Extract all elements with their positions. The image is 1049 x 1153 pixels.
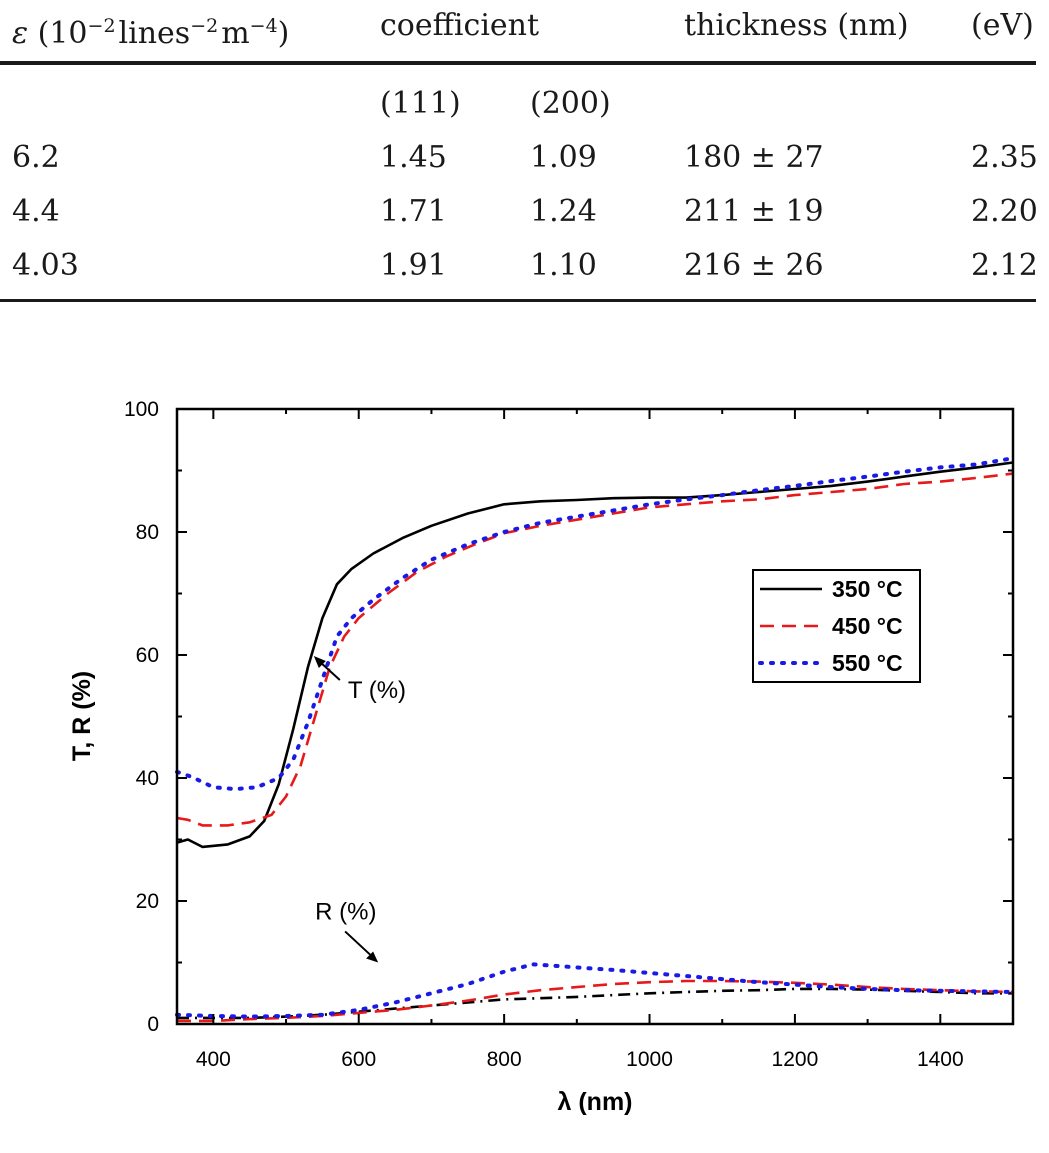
table-cell: 6.2 <box>12 140 60 175</box>
series-line-t-1 <box>176 472 1014 827</box>
annotation-arrow-line <box>344 930 374 959</box>
series-line-t-0 <box>176 461 1014 849</box>
annotation-reflectance: R (%) <box>315 898 376 925</box>
table-cell: 1.09 <box>530 140 597 175</box>
annotations: T (%) R (%) <box>313 656 406 963</box>
table-top-rule <box>0 61 1036 65</box>
annotation-arrowhead <box>313 656 326 669</box>
y-tick-label: 100 <box>124 398 159 421</box>
series-line-r-1 <box>177 979 1014 1023</box>
y-tick-label: 40 <box>136 767 159 790</box>
table-cell: 216 ± 26 <box>684 248 824 283</box>
x-tick-label: 600 <box>341 1048 376 1071</box>
x-tick-label: 1000 <box>626 1048 673 1071</box>
y-axis-title: T, R (%) <box>68 671 96 761</box>
x-tick-label: 400 <box>196 1048 231 1071</box>
plot-frame <box>175 407 1015 1026</box>
subheader-111: (111) <box>380 86 461 121</box>
header-thickness: thickness (nm) <box>684 8 909 43</box>
table-cell: 1.91 <box>380 248 447 283</box>
series-layer <box>175 456 1015 1023</box>
annotation-arrowhead <box>366 951 379 963</box>
table-cell: 1.24 <box>530 194 597 229</box>
series-line-r-2 <box>175 962 1015 1019</box>
table-cell: 2.35 <box>971 140 1038 175</box>
table-cell: 2.12 <box>971 248 1038 283</box>
legend-label: 450 °C <box>832 613 903 639</box>
legend-label: 350 °C <box>832 576 903 602</box>
legend-label: 550 °C <box>832 650 903 676</box>
header-bandgap-unit: (eV) <box>971 8 1034 43</box>
y-tick-label: 20 <box>136 890 159 913</box>
annotation-transmittance: T (%) <box>348 677 406 704</box>
series-line-t-2 <box>175 456 1015 792</box>
table-cell: 4.03 <box>12 248 79 283</box>
table-cell: 1.71 <box>380 194 447 229</box>
x-axis: 400 600 800 1000 1200 1400 <box>196 409 1014 1071</box>
header-strain: ε (10−2 lines−2 m−4) <box>12 15 290 51</box>
x-tick-label: 800 <box>487 1048 522 1071</box>
table-cell: 180 ± 27 <box>684 140 824 175</box>
y-axis: 0 20 40 60 80 100 <box>124 398 1013 1036</box>
x-tick-label: 1400 <box>917 1048 964 1071</box>
legend: 350 °C 450 °C 550 °C <box>752 569 921 683</box>
y-tick-label: 80 <box>136 521 159 544</box>
x-tick-label: 1200 <box>772 1048 819 1071</box>
table-cell: 2.20 <box>971 194 1038 229</box>
x-axis-title: λ (nm) <box>558 1088 633 1116</box>
subheader-200: (200) <box>530 86 611 121</box>
table-cell: 211 ± 19 <box>684 194 824 229</box>
table-bottom-rule <box>0 299 1036 302</box>
y-tick-label: 60 <box>136 644 159 667</box>
table-cell: 1.10 <box>530 248 597 283</box>
header-texture-coefficient: coefficient <box>380 8 540 43</box>
table-cell: 1.45 <box>380 140 447 175</box>
table-cell: 4.4 <box>12 194 60 229</box>
y-tick-label: 0 <box>147 1013 159 1036</box>
series-line-r-0 <box>177 987 1013 1020</box>
parameters-table: ε (10−2 lines−2 m−4) coefficient thickne… <box>0 0 1049 310</box>
